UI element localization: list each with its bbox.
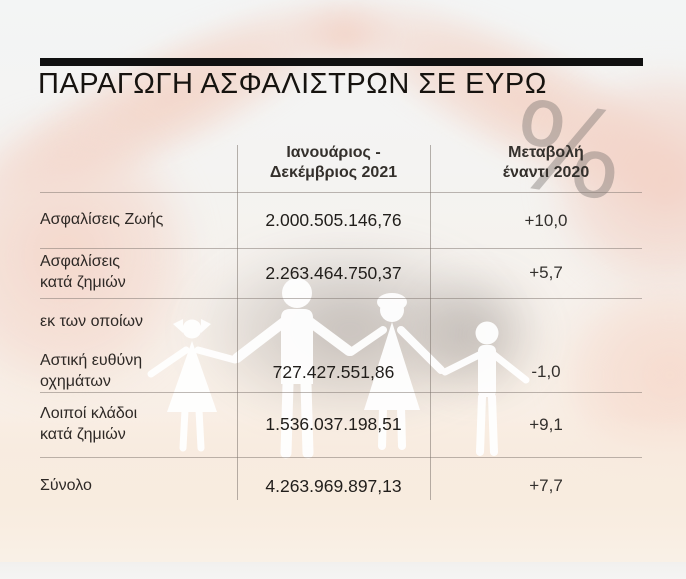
row-change: +5,7 (529, 263, 563, 282)
table-row-life: Ασφαλίσεις Ζωής 2.000.505.146,76 +10,0 (0, 193, 686, 248)
row-divider (40, 392, 642, 393)
row-label: Λοιποί κλάδοι κατά ζημιών (40, 404, 138, 443)
row-divider (40, 298, 642, 299)
row-divider (40, 192, 642, 193)
table-row-of-which: εκ των οποίων (0, 298, 686, 346)
row-change: +7,7 (529, 476, 563, 495)
row-label: Ασφαλίσεις κατά ζημιών (40, 253, 126, 291)
title-top-rule (40, 58, 643, 66)
row-value: 4.263.969.897,13 (265, 475, 402, 496)
photo-bottom-edge (0, 562, 686, 579)
row-change: +9,1 (529, 414, 563, 434)
row-value: 2.000.505.146,76 (265, 210, 402, 230)
row-divider (40, 248, 642, 249)
paper-family-icon (147, 278, 530, 459)
column-header-change: Μεταβολή έναντι 2020 (502, 144, 590, 181)
column-divider-1 (237, 145, 238, 500)
table-row-motor-liability: Αστική ευθύνη οχημάτων 727.427.551,86 -1… (0, 350, 686, 394)
row-value: 2.263.464.750,37 (265, 262, 402, 283)
row-label: Σύνολο (40, 476, 92, 494)
table-row-other-nonlife: Λοιποί κλάδοι κατά ζημιών 1.536.037.198,… (0, 392, 686, 457)
row-change (430, 298, 662, 346)
column-header-period: Ιανουάριος - Δεκέμβριος 2021 (269, 144, 398, 181)
row-label: Αστική ευθύνη οχημάτων (40, 352, 143, 390)
row-change: +10,0 (524, 210, 568, 230)
row-label: εκ των οποίων (40, 312, 144, 330)
wooden-table-surface (0, 415, 686, 565)
row-value: 727.427.551,86 (272, 361, 395, 382)
row-change: -1,0 (531, 362, 561, 381)
table-row-nonlife: Ασφαλίσεις κατά ζημιών 2.263.464.750,37 … (0, 248, 686, 298)
blurred-background-shadow (185, 235, 515, 425)
row-label: Ασφαλίσεις Ζωής (40, 211, 164, 229)
row-value (237, 298, 430, 346)
column-divider-2 (430, 145, 431, 500)
row-divider (40, 457, 642, 458)
row-value: 1.536.037.198,51 (265, 414, 402, 434)
table-row-total: Σύνολο 4.263.969.897,13 +7,7 (0, 457, 686, 515)
page-title: ΠΑΡΑΓΩΓΗ ΑΣΦΑΛΙΣΤΡΩΝ ΣΕ ΕΥΡΩ (38, 68, 547, 100)
